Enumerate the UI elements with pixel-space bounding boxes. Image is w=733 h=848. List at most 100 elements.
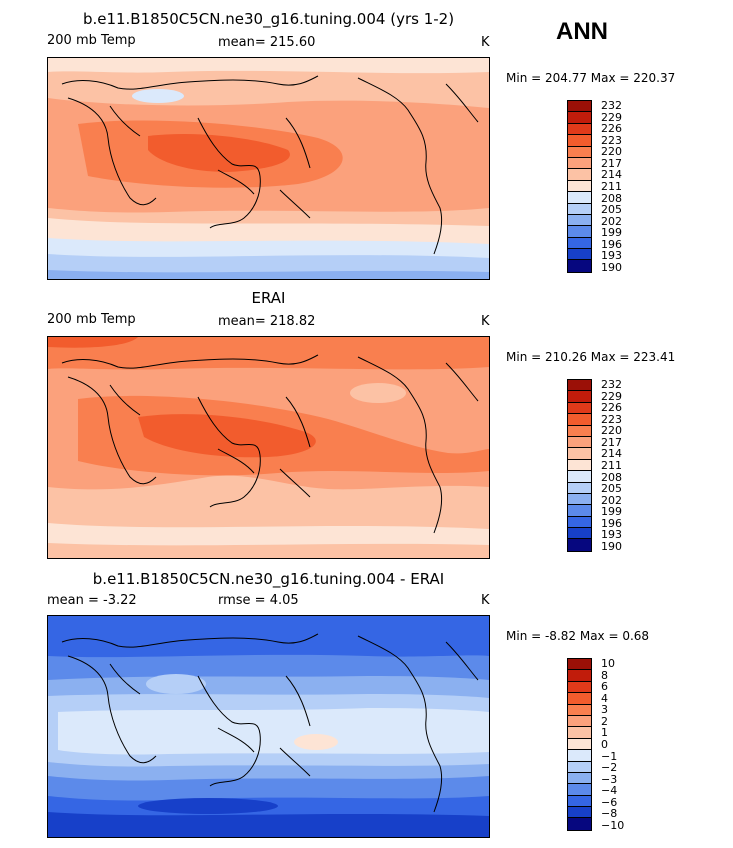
colorbar-tick-label: 220	[601, 424, 622, 438]
colorbar-swatch	[568, 807, 591, 819]
colorbar-tick-label: −4	[601, 784, 618, 798]
season-label: ANN	[556, 18, 608, 45]
panel3-colorbar	[567, 658, 592, 831]
colorbar-swatch	[568, 123, 591, 136]
colorbar-swatch	[568, 505, 591, 517]
colorbar-tick-label: 223	[601, 412, 622, 426]
colorbar-swatch	[568, 237, 591, 250]
colorbar-swatch	[568, 528, 591, 540]
colorbar-tick-label: 211	[601, 459, 622, 472]
colorbar-tick-label: −6	[601, 795, 618, 809]
colorbar-swatch	[568, 659, 591, 671]
panel3-minmax-label: Min = -8.82 Max = 0.68	[506, 629, 650, 643]
colorbar-swatch	[568, 203, 591, 215]
colorbar-swatch	[568, 459, 591, 472]
colorbar-swatch	[568, 493, 591, 506]
panel1-map	[47, 57, 490, 280]
panel2-mean-label: mean= 218.82	[218, 314, 316, 329]
colorbar-swatch	[568, 693, 591, 705]
panel3-mean-label: mean = -3.22	[47, 593, 137, 608]
colorbar-swatch	[568, 146, 591, 158]
panel1-field-label: 200 mb Temp	[47, 33, 136, 48]
colorbar-tick-label: 202	[601, 214, 622, 228]
colorbar-tick-label: 208	[601, 470, 622, 484]
colorbar-swatch	[568, 135, 591, 147]
colorbar-tick-label: 193	[601, 249, 622, 263]
colorbar-tick-label: 232	[601, 378, 622, 392]
colorbar-tick-label: 196	[601, 516, 622, 530]
colorbar-tick-label: 220	[601, 145, 622, 159]
panel1-colorbar-ticks: 232 229 226 223 220 217 214 211 208 205 202 199 196 1…	[601, 100, 641, 273]
colorbar-swatch	[568, 681, 591, 694]
colorbar-tick-label: 4	[601, 691, 608, 705]
colorbar-tick-label: 199	[601, 505, 622, 519]
colorbar-tick-label: −10	[601, 818, 625, 832]
colorbar-tick-label: 211	[601, 180, 622, 193]
colorbar-swatch	[568, 795, 591, 808]
colorbar-tick-label: 190	[601, 539, 622, 553]
colorbar-swatch	[568, 380, 591, 392]
colorbar-swatch	[568, 471, 591, 483]
colorbar-swatch	[568, 414, 591, 426]
panel2-title: ERAI	[251, 289, 286, 307]
colorbar-swatch	[568, 391, 591, 403]
colorbar-swatch	[568, 539, 591, 551]
panel2-colorbar-ticks: 232 229 226 223 220 217 214 211 208 205 202 199 196 1…	[601, 379, 641, 552]
colorbar-tick-label: 214	[601, 168, 622, 182]
colorbar-tick-label: 2	[601, 714, 608, 728]
colorbar-tick-label: −2	[601, 761, 618, 775]
panel2-units-label: K	[481, 314, 490, 329]
colorbar-swatch	[568, 750, 591, 762]
colorbar-swatch	[568, 761, 591, 773]
colorbar-swatch	[568, 214, 591, 227]
colorbar-tick-label: 226	[601, 122, 622, 136]
colorbar-tick-label: 229	[601, 389, 622, 403]
colorbar-swatch	[568, 704, 591, 716]
colorbar-swatch	[568, 260, 591, 272]
colorbar-tick-label: 229	[601, 110, 622, 124]
panel3-contour-plot	[48, 616, 489, 837]
colorbar-tick-label: 208	[601, 191, 622, 205]
colorbar-tick-label: 223	[601, 133, 622, 147]
colorbar-tick-label: −1	[601, 749, 618, 763]
colorbar-tick-label: 190	[601, 260, 622, 274]
colorbar-swatch	[568, 425, 591, 437]
colorbar-tick-label: 202	[601, 493, 622, 507]
colorbar-tick-label: 199	[601, 226, 622, 240]
colorbar-tick-label: 1	[601, 726, 608, 740]
colorbar-swatch	[568, 818, 591, 830]
panel1-mean-label: mean= 215.60	[218, 35, 316, 50]
panel1-units-label: K	[481, 35, 490, 50]
colorbar-tick-label: 214	[601, 447, 622, 461]
panel3-map	[47, 615, 490, 838]
colorbar-tick-label: 205	[601, 203, 622, 217]
colorbar-tick-label: 217	[601, 435, 622, 449]
panel3-colorbar-ticks: 10 8 6 4 3 2 1 0 −1 −2 −3 −4 −6 −8 −10	[601, 658, 641, 831]
panel2-map	[47, 336, 490, 559]
colorbar-tick-label: 205	[601, 482, 622, 496]
colorbar-tick-label: 196	[601, 237, 622, 251]
colorbar-tick-label: −8	[601, 807, 618, 821]
colorbar-swatch	[568, 715, 591, 728]
colorbar-swatch	[568, 516, 591, 529]
colorbar-tick-label: 6	[601, 680, 608, 694]
colorbar-swatch	[568, 772, 591, 785]
panel3-units-label: K	[481, 593, 490, 608]
colorbar-swatch	[568, 670, 591, 682]
colorbar-tick-label: 8	[601, 668, 608, 682]
colorbar-swatch	[568, 436, 591, 449]
panel1-title: b.e11.B1850C5CN.ne30_g16.tuning.004 (yrs…	[82, 10, 455, 28]
colorbar-tick-label: 193	[601, 528, 622, 542]
panel2-field-label: 200 mb Temp	[47, 312, 136, 327]
colorbar-tick-label: 226	[601, 401, 622, 415]
colorbar-swatch	[568, 402, 591, 415]
colorbar-swatch	[568, 180, 591, 193]
colorbar-tick-label: 3	[601, 703, 608, 717]
panel3-rmse-label: rmse = 4.05	[218, 593, 299, 608]
colorbar-swatch	[568, 482, 591, 494]
panel2-contour-plot	[48, 337, 489, 558]
colorbar-tick-label: 10	[601, 657, 615, 671]
panel3-title: b.e11.B1850C5CN.ne30_g16.tuning.004 - ER…	[92, 570, 445, 588]
colorbar-tick-label: 0	[601, 738, 608, 751]
panel2-colorbar	[567, 379, 592, 552]
